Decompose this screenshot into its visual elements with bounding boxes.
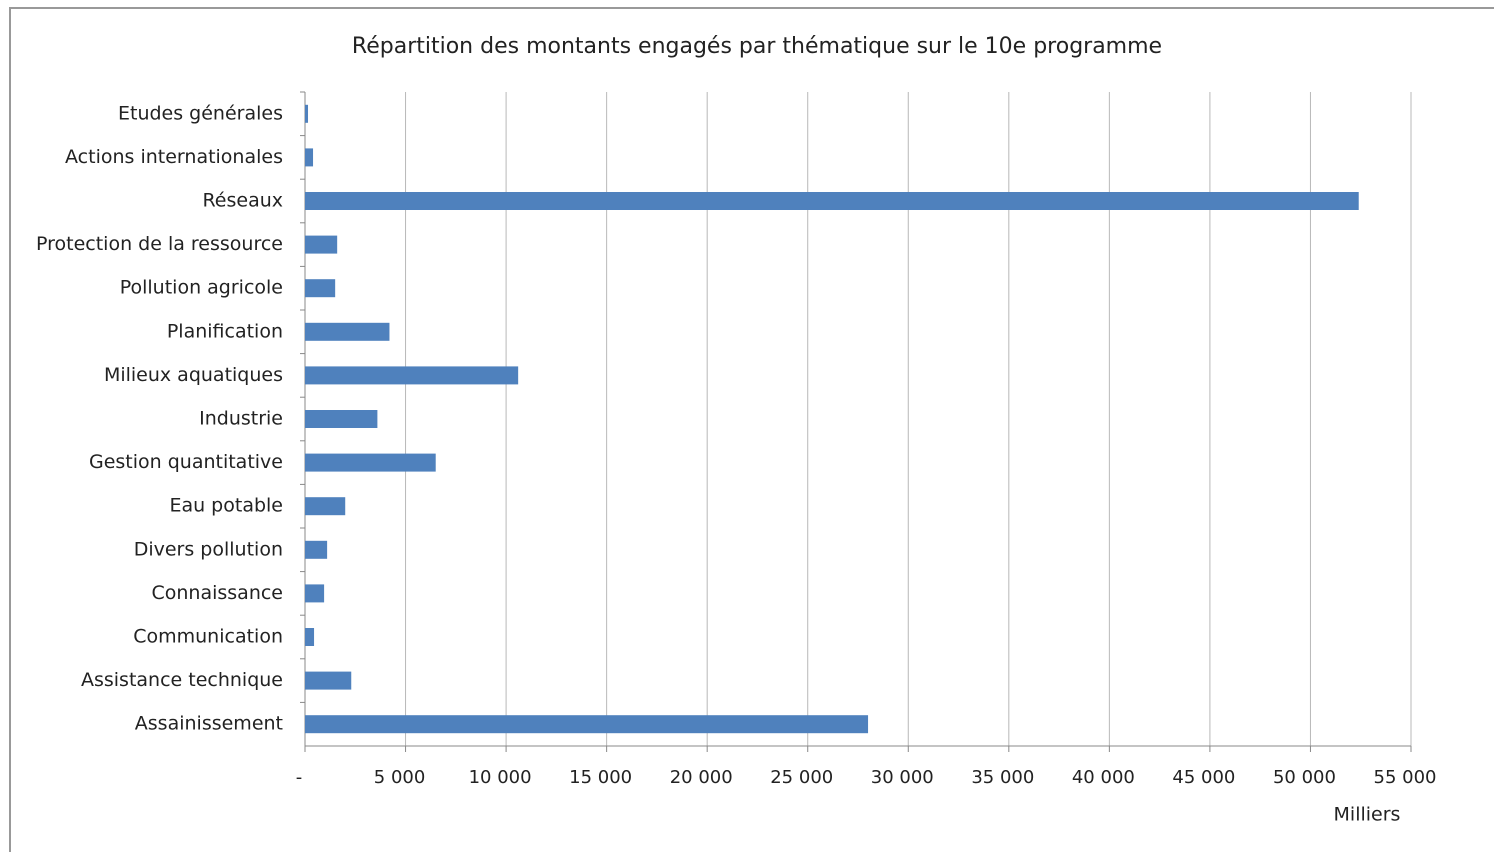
y-tick-label: Gestion quantitative bbox=[89, 451, 283, 473]
y-tick-label: Actions internationales bbox=[65, 146, 283, 168]
x-tick-label: 50 000 bbox=[1273, 767, 1336, 788]
y-tick-label: Assistance technique bbox=[81, 669, 283, 691]
bar bbox=[305, 366, 519, 385]
y-tick-label: Etudes générales bbox=[118, 102, 283, 124]
x-tick-label: 5 000 bbox=[374, 767, 426, 788]
y-tick-label: Assainissement bbox=[135, 713, 283, 735]
x-tick-label: 30 000 bbox=[871, 767, 934, 788]
bar bbox=[305, 279, 336, 298]
y-tick-label: Divers pollution bbox=[134, 538, 283, 560]
bar bbox=[305, 497, 346, 516]
x-tick-label: 35 000 bbox=[971, 767, 1034, 788]
chart-title: Répartition des montants engagés par thé… bbox=[352, 34, 1162, 59]
bar bbox=[305, 235, 338, 254]
y-tick-label: Eau potable bbox=[169, 495, 283, 517]
chart-frame bbox=[9, 7, 1494, 852]
bar bbox=[305, 453, 436, 472]
x-tick-label: 15 000 bbox=[569, 767, 632, 788]
y-tick-label: Communication bbox=[133, 626, 283, 648]
x-axis-label: Milliers bbox=[1334, 804, 1401, 826]
bar bbox=[305, 628, 315, 646]
bar bbox=[305, 410, 378, 428]
y-tick-label: Connaissance bbox=[151, 582, 283, 604]
bar bbox=[305, 584, 325, 603]
y-tick-label: Protection de la ressource bbox=[36, 233, 283, 255]
y-tick-label: Industrie bbox=[199, 408, 283, 430]
bar bbox=[305, 322, 390, 341]
bar bbox=[305, 715, 869, 734]
x-tick-label: 40 000 bbox=[1072, 767, 1135, 788]
y-tick-label: Réseaux bbox=[202, 190, 283, 212]
y-tick-label: Milieux aquatiques bbox=[104, 364, 283, 386]
x-tick-label: 25 000 bbox=[770, 767, 833, 788]
x-tick-label: 45 000 bbox=[1172, 767, 1235, 788]
bar bbox=[305, 148, 314, 167]
bar bbox=[305, 671, 352, 690]
x-tick-label: 20 000 bbox=[670, 767, 733, 788]
y-tick-label: Pollution agricole bbox=[120, 277, 283, 299]
x-tick-label: 10 000 bbox=[469, 767, 532, 788]
y-tick-label: Planification bbox=[167, 320, 283, 342]
bar bbox=[305, 540, 328, 559]
x-tick-label: - bbox=[296, 767, 303, 788]
bar bbox=[305, 192, 1359, 210]
x-tick-label: 55 000 bbox=[1374, 767, 1437, 788]
bar bbox=[305, 104, 309, 123]
